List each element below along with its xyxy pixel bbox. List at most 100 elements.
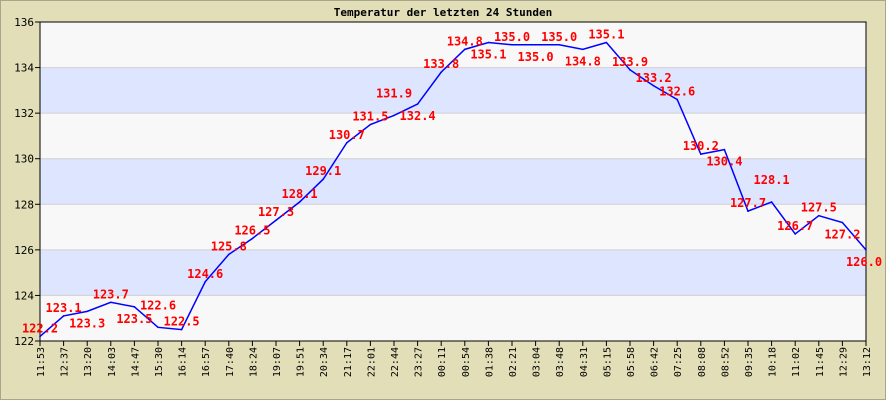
data-label: 124.6 <box>187 267 223 281</box>
x-tick-label: 06:42 <box>650 347 661 377</box>
data-label: 134.8 <box>565 54 601 68</box>
data-point <box>275 219 277 222</box>
data-label: 133.9 <box>612 55 648 69</box>
grid-band <box>40 113 866 159</box>
x-tick-label: 12:37 <box>60 347 71 377</box>
x-tick-label: 21:17 <box>343 347 354 377</box>
data-label: 123.7 <box>93 287 129 301</box>
y-tick-label: 132 <box>14 107 34 120</box>
x-tick-label: 03:48 <box>555 347 566 377</box>
x-tick-label: 19:51 <box>296 347 307 377</box>
x-tick-label: 11:02 <box>791 347 802 377</box>
data-point <box>133 306 136 308</box>
x-tick-label: 14:03 <box>107 347 118 377</box>
data-label: 135.0 <box>518 50 554 64</box>
x-tick-label: 04:31 <box>579 347 590 377</box>
data-label: 130.4 <box>706 155 742 169</box>
data-label: 130.2 <box>683 139 719 153</box>
grid-band <box>40 295 866 341</box>
data-point <box>652 85 655 87</box>
y-tick-label: 130 <box>14 153 34 166</box>
data-point <box>818 214 820 217</box>
data-point <box>322 178 325 181</box>
data-label: 126.7 <box>777 219 813 233</box>
x-tick-label: 19:07 <box>272 347 283 377</box>
data-point <box>86 310 88 313</box>
x-tick-label: 18:24 <box>248 347 259 377</box>
x-tick-label: 02:21 <box>508 347 519 377</box>
data-point <box>605 41 608 44</box>
data-label: 134.8 <box>447 34 483 48</box>
x-tick-label: 00:11 <box>437 347 448 377</box>
data-point <box>487 41 490 44</box>
x-tick-label: 22:44 <box>390 347 401 377</box>
y-tick-label: 134 <box>14 62 34 75</box>
x-tick-label: 11:53 <box>36 347 47 377</box>
grid-band <box>40 249 866 296</box>
grid-band <box>40 158 866 205</box>
data-point <box>180 328 183 331</box>
x-tick-label: 08:08 <box>697 347 708 377</box>
data-label: 125.8 <box>211 239 247 253</box>
data-point <box>629 69 631 71</box>
data-label: 122.6 <box>140 298 176 312</box>
x-tick-label: 14:47 <box>130 347 141 377</box>
data-label: 126.5 <box>234 223 270 237</box>
x-tick-label: 10:18 <box>768 347 779 377</box>
x-tick-label: 09:35 <box>744 347 755 377</box>
x-tick-label: 13:20 <box>83 347 94 377</box>
x-tick-label: 16:57 <box>201 347 212 377</box>
data-point <box>464 48 466 51</box>
data-label: 123.1 <box>46 301 82 315</box>
data-point <box>841 221 844 224</box>
data-point <box>676 98 678 101</box>
data-label: 130.7 <box>329 128 365 142</box>
grid-band <box>40 204 866 250</box>
y-tick-label: 136 <box>14 16 34 29</box>
data-label: 132.6 <box>659 84 695 98</box>
data-point <box>700 153 702 155</box>
grid-band <box>40 67 866 114</box>
data-label: 135.1 <box>470 48 506 62</box>
data-label: 126.0 <box>846 255 882 269</box>
data-point <box>582 48 584 51</box>
data-point <box>511 43 513 46</box>
data-label: 123.5 <box>116 312 152 326</box>
data-point <box>534 43 537 46</box>
data-label: 135.0 <box>494 30 530 44</box>
data-label: 135.1 <box>588 28 624 42</box>
x-tick-label: 05:15 <box>602 347 613 377</box>
x-tick-label: 16:14 <box>178 347 189 377</box>
x-tick-label: 05:58 <box>626 347 637 377</box>
data-label: 129.1 <box>305 164 341 178</box>
x-tick-label: 00:54 <box>461 347 472 377</box>
data-point <box>346 141 348 144</box>
data-point <box>39 335 41 338</box>
data-label: 135.0 <box>541 30 577 44</box>
data-label: 127.2 <box>824 228 860 242</box>
data-label: 122.2 <box>22 321 58 335</box>
data-point <box>228 253 230 256</box>
data-point <box>298 201 301 203</box>
data-label: 127.3 <box>258 205 294 219</box>
data-point <box>794 233 796 235</box>
data-point <box>416 103 419 105</box>
x-tick-label: 01:38 <box>484 347 495 377</box>
data-point <box>110 301 112 304</box>
y-tick-label: 126 <box>14 244 34 257</box>
data-label: 133.2 <box>636 71 672 85</box>
data-point <box>865 249 867 251</box>
data-label: 133.8 <box>423 57 459 71</box>
data-label: 128.1 <box>282 187 318 201</box>
temperature-line <box>39 41 867 338</box>
x-tick-label: 15:30 <box>154 347 165 377</box>
data-label: 127.5 <box>801 201 837 215</box>
data-label: 127.7 <box>730 196 766 210</box>
chart-title: Temperatur der letzten 24 Stunden <box>334 6 553 19</box>
data-label: 131.9 <box>376 86 412 100</box>
data-point <box>558 43 560 46</box>
x-tick-label: 11:45 <box>815 347 826 377</box>
x-tick-label: 20:34 <box>319 347 330 377</box>
data-label: 131.5 <box>352 110 388 124</box>
